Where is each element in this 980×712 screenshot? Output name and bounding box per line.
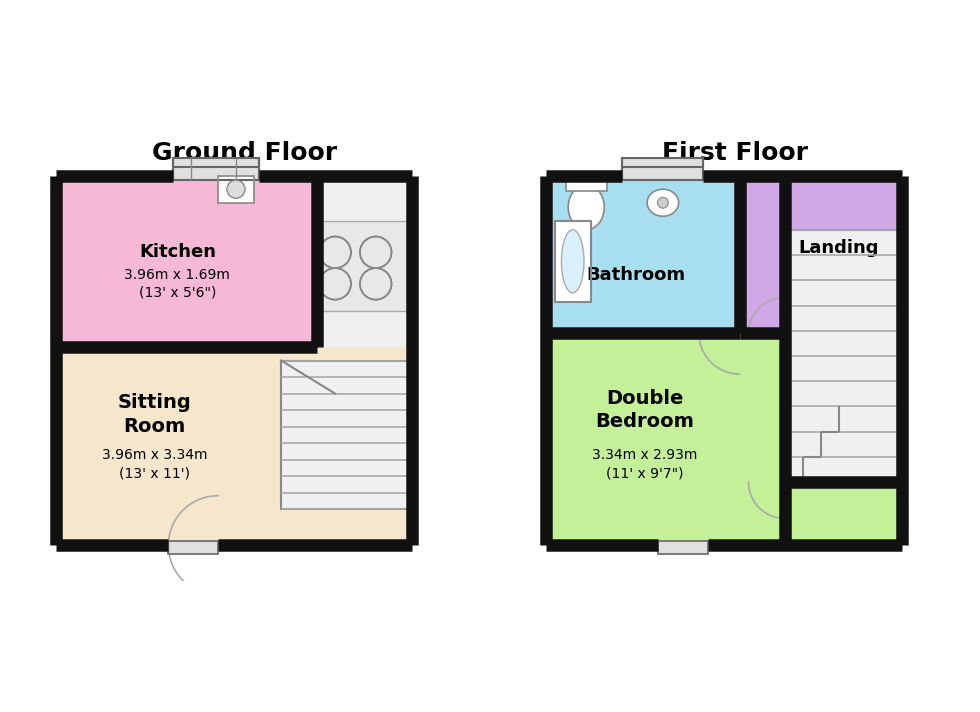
Bar [622, 157, 704, 180]
Bar [740, 176, 902, 333]
Bar [785, 230, 902, 482]
Bar [546, 176, 740, 333]
Bar [785, 333, 902, 482]
Text: Sitting
Room: Sitting Room [118, 393, 192, 436]
Bar [169, 541, 218, 555]
Bar [318, 176, 412, 347]
Bar [321, 221, 408, 311]
Bar [659, 541, 708, 555]
Text: Double
Bedroom: Double Bedroom [596, 389, 694, 431]
Text: 3.96m x 1.69m: 3.96m x 1.69m [124, 268, 230, 282]
Ellipse shape [562, 230, 584, 293]
Text: 3.96m x 3.34m: 3.96m x 3.34m [102, 448, 208, 462]
Ellipse shape [647, 189, 678, 216]
Bar [218, 176, 254, 203]
Bar [218, 176, 254, 203]
Text: (13' x 11'): (13' x 11') [120, 466, 190, 480]
Bar [321, 221, 408, 311]
Bar [566, 178, 607, 192]
Text: Landing: Landing [799, 239, 879, 257]
Bar [555, 221, 591, 302]
Text: (13' x 5'6"): (13' x 5'6") [139, 286, 216, 300]
Circle shape [227, 180, 245, 198]
Circle shape [658, 197, 668, 208]
Ellipse shape [568, 184, 605, 230]
Bar [172, 157, 259, 180]
Bar [169, 541, 218, 555]
Bar [281, 360, 412, 509]
Bar [785, 482, 902, 545]
Bar [56, 176, 318, 347]
Text: 3.34m x 2.93m: 3.34m x 2.93m [592, 448, 698, 462]
Bar [546, 333, 785, 545]
Bar [566, 178, 607, 192]
Text: Bathroom: Bathroom [586, 266, 685, 284]
Text: Ground Floor: Ground Floor [153, 141, 337, 165]
Text: (11' x 9'7"): (11' x 9'7") [606, 466, 684, 480]
Bar [56, 347, 412, 545]
Text: Kitchen: Kitchen [139, 244, 216, 261]
Bar [622, 157, 704, 180]
Bar [172, 157, 259, 180]
Bar [659, 541, 708, 555]
Bar [785, 230, 902, 482]
Text: First Floor: First Floor [662, 141, 808, 165]
Bar [281, 360, 412, 509]
Bar [555, 221, 591, 302]
